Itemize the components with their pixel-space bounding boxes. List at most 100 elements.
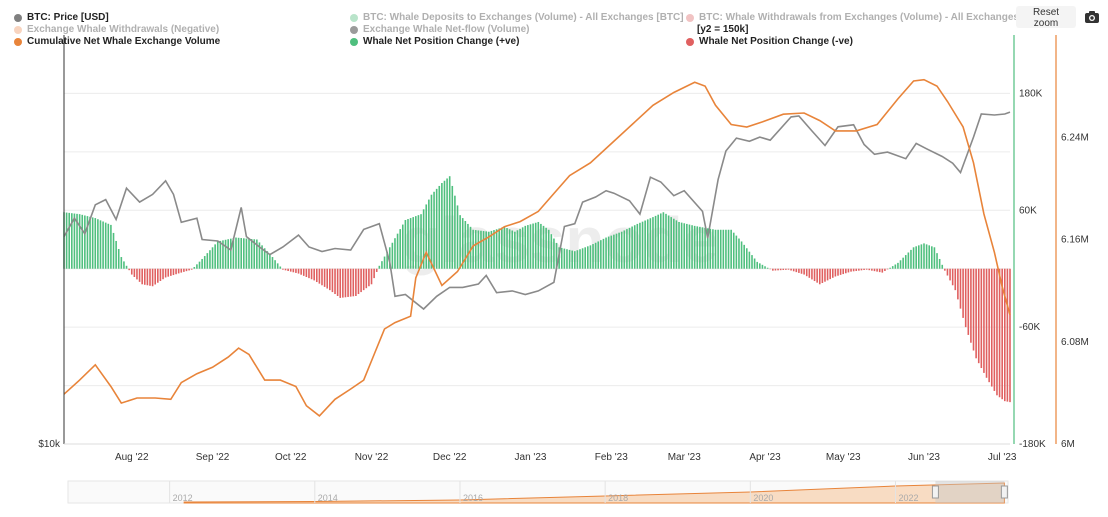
bar-positive	[120, 257, 123, 269]
bar-positive	[451, 185, 454, 269]
bar-positive	[581, 248, 584, 269]
bar-positive	[209, 250, 211, 269]
camera-icon[interactable]	[1082, 7, 1102, 27]
bar-negative	[792, 268, 795, 272]
bar-positive	[269, 254, 271, 269]
legend-whale-withdrawals[interactable]: BTC: Whale Withdrawals from Exchanges (V…	[686, 12, 1049, 23]
bar-negative	[297, 268, 300, 274]
bar-negative	[837, 268, 839, 276]
bar-positive	[917, 245, 920, 269]
bar-positive	[441, 183, 443, 269]
bar-positive	[623, 230, 626, 269]
bar-negative	[329, 268, 331, 291]
bar-positive	[203, 256, 206, 269]
navigator-handle-right[interactable]	[1000, 485, 1008, 499]
bar-positive	[448, 176, 451, 269]
bar-positive	[894, 264, 897, 269]
bar-positive	[482, 231, 485, 269]
bar-positive	[717, 229, 719, 269]
navigator-selection	[935, 481, 1005, 503]
bar-positive	[112, 232, 115, 269]
legend-net-position-negative[interactable]: Whale Net Position Change (-ve)	[686, 36, 853, 47]
bar-positive	[730, 229, 732, 269]
bar-positive	[123, 261, 125, 269]
bar-positive	[555, 242, 558, 269]
bar-negative	[842, 268, 845, 275]
bar-negative	[795, 268, 798, 273]
legend-cumulative-net[interactable]: Cumulative Net Whale Exchange Volume	[14, 36, 220, 47]
bar-positive	[897, 262, 899, 269]
bar-positive	[931, 246, 933, 269]
bar-positive	[566, 249, 568, 269]
bar-positive	[907, 252, 910, 269]
net-position-bars	[63, 176, 1011, 403]
legend-net-position-positive[interactable]: Whale Net Position Change (+ve)	[350, 36, 519, 47]
x-tick-label: Sep '22	[196, 452, 230, 463]
bar-negative	[983, 268, 985, 373]
navigator-tick-label: 2020	[753, 493, 773, 503]
bar-positive	[271, 257, 274, 269]
bar-positive	[469, 226, 472, 269]
navigator-tick-label: 2018	[608, 493, 628, 503]
cumulative-net-volume-line	[63, 78, 1011, 417]
bar-negative	[811, 268, 813, 280]
bar-positive	[443, 180, 446, 269]
bar-positive	[701, 227, 704, 269]
bar-negative	[829, 268, 831, 280]
bar-negative	[136, 268, 138, 280]
bar-positive	[670, 217, 673, 269]
bar-negative	[993, 268, 996, 391]
navigator-handle-left[interactable]	[931, 485, 939, 499]
bar-positive	[600, 240, 602, 269]
bar-negative	[368, 268, 370, 287]
bar-positive	[652, 217, 654, 269]
bar-positive	[675, 220, 678, 269]
navigator[interactable]: 2012 2014 2016 2018 2020 2022	[67, 480, 1009, 504]
bar-negative	[985, 268, 988, 378]
bar-positive	[699, 226, 701, 269]
legend-withdrawals-negative[interactable]: Exchange Whale Withdrawals (Negative)	[14, 24, 219, 35]
bar-negative	[980, 268, 983, 369]
bar-negative	[360, 268, 362, 293]
legend-net-flow[interactable]: Exchange Whale Net-flow (Volume)	[350, 24, 530, 35]
bar-positive	[71, 213, 73, 269]
bar-positive	[639, 222, 641, 269]
bar-negative	[951, 268, 954, 286]
bar-positive	[266, 251, 269, 269]
x-tick-label: Apr '23	[749, 452, 781, 463]
bar-positive	[628, 227, 631, 269]
bar-positive	[657, 214, 659, 269]
bar-positive	[86, 216, 89, 269]
bar-negative	[975, 268, 977, 359]
bar-negative	[342, 268, 344, 298]
bar-positive	[683, 223, 686, 269]
bar-positive	[610, 235, 613, 269]
bar-positive	[467, 223, 469, 269]
bar-positive	[516, 230, 519, 269]
bar-positive	[673, 218, 675, 269]
bar-positive	[936, 253, 938, 269]
bar-positive	[641, 221, 644, 269]
bar-negative	[326, 268, 329, 289]
bar-negative	[352, 268, 355, 297]
bar-positive	[542, 225, 545, 269]
legend-whale-deposits[interactable]: BTC: Whale Deposits to Exchanges (Volume…	[350, 12, 684, 23]
bar-negative	[772, 268, 774, 271]
bar-positive	[678, 221, 680, 269]
bar-negative	[308, 268, 310, 279]
bar-negative	[855, 268, 858, 271]
bar-negative	[998, 268, 1001, 398]
bar-positive	[417, 215, 420, 269]
bar-positive	[261, 245, 263, 269]
bar-negative	[185, 268, 188, 272]
bar-positive	[722, 229, 725, 269]
bar-positive	[602, 238, 605, 269]
x-tick-label: Jun '23	[908, 452, 940, 463]
legend-marker	[14, 13, 22, 22]
bar-negative	[357, 268, 360, 295]
bar-positive	[386, 251, 388, 269]
bar-positive	[563, 248, 566, 269]
legend-btc-price[interactable]: BTC: Price [USD]	[14, 12, 109, 23]
reset-zoom-button[interactable]: Reset zoom	[1016, 6, 1076, 29]
